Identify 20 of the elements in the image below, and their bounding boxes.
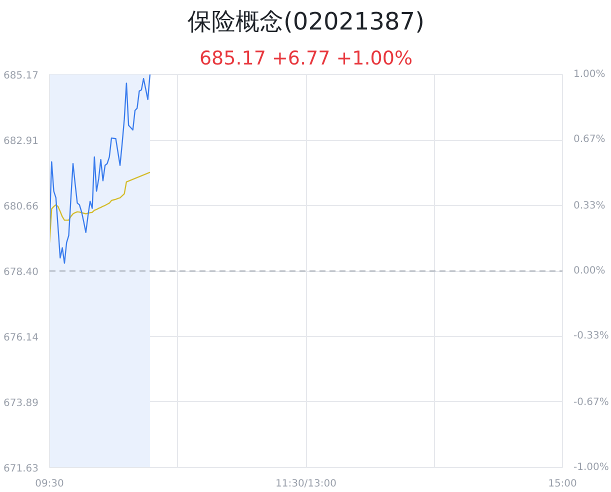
chart-subtitle: 685.17 +6.77 +1.00%	[199, 48, 413, 70]
y2-tick-label: -0.67%	[574, 397, 609, 408]
x-tick-label: 11:30/13:00	[275, 478, 337, 490]
y2-tick-label: -0.33%	[574, 330, 609, 342]
y2-tick-label: 0.33%	[574, 200, 606, 212]
y2-tick-label: 0.67%	[574, 134, 606, 145]
y-tick-label: 685.17	[4, 70, 39, 82]
y2-tick-label: 1.00%	[574, 69, 606, 80]
line-series	[50, 74, 151, 264]
y-tick-label: 671.63	[4, 464, 39, 474]
y-tick-label: 680.66	[4, 201, 39, 212]
chart-title: 保险概念(02021387)	[188, 8, 424, 36]
x-tick-label: 15:00	[548, 478, 577, 490]
y2-tick-label: 0.00%	[574, 266, 606, 276]
y-tick-label: 673.89	[4, 398, 39, 409]
y-tick-label: 676.14	[4, 332, 39, 344]
y-tick-label: 678.40	[4, 267, 39, 278]
x-tick-label: 09:30	[35, 478, 64, 490]
y2-tick-label: -1.00%	[574, 462, 609, 473]
y-tick-label: 682.91	[4, 136, 39, 148]
